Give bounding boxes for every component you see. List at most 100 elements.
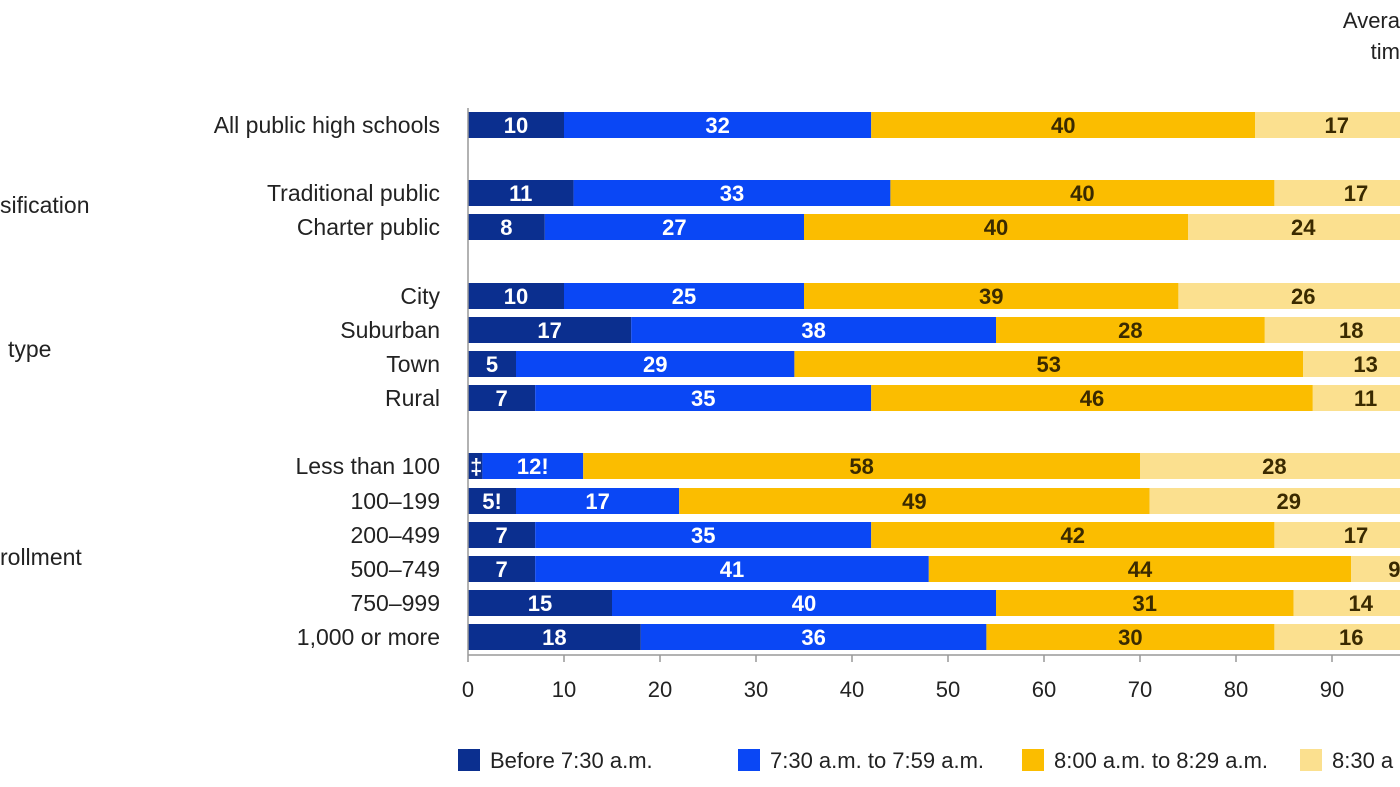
bar-segment bbox=[928, 556, 1352, 582]
group-label: rollment bbox=[0, 544, 82, 570]
bar-data-label: 41 bbox=[720, 557, 744, 582]
bar-segment bbox=[871, 522, 1275, 548]
category-label: All public high schools bbox=[214, 112, 440, 138]
bar-segment bbox=[482, 453, 584, 479]
bar-segment bbox=[1178, 283, 1400, 309]
bar-data-label: 40 bbox=[1051, 113, 1075, 138]
bar-segment bbox=[986, 624, 1275, 650]
x-tick-label: 50 bbox=[936, 677, 960, 702]
group-label: sification bbox=[0, 192, 89, 218]
bar-segment bbox=[640, 624, 987, 650]
bar-segment bbox=[871, 385, 1313, 411]
bar-data-label: 38 bbox=[801, 318, 825, 343]
bar-segment bbox=[1312, 385, 1400, 411]
bar-data-label: 36 bbox=[801, 625, 825, 650]
bar-data-label: 12! bbox=[517, 454, 549, 479]
bar-data-label: 8 bbox=[500, 215, 512, 240]
bar-segment bbox=[535, 522, 872, 548]
category-label: Traditional public bbox=[267, 180, 440, 206]
bar-data-label: 32 bbox=[705, 113, 729, 138]
legend-swatch bbox=[738, 749, 760, 771]
legend-label: 7:30 a.m. to 7:59 a.m. bbox=[770, 748, 984, 773]
category-label: Charter public bbox=[297, 214, 440, 240]
legend-label: 8:00 a.m. to 8:29 a.m. bbox=[1054, 748, 1268, 773]
bar-data-label: 35 bbox=[691, 523, 715, 548]
bar-data-label: 44 bbox=[1128, 557, 1153, 582]
bar-segment bbox=[794, 351, 1304, 377]
bar-segment bbox=[468, 351, 516, 377]
bar-data-label: 17 bbox=[537, 318, 561, 343]
bar-data-label: 35 bbox=[691, 386, 715, 411]
bar-segment bbox=[468, 522, 536, 548]
bar-segment bbox=[1274, 180, 1400, 206]
bar-segment bbox=[631, 317, 996, 343]
x-tick-label: 20 bbox=[648, 677, 672, 702]
bar-segment bbox=[804, 214, 1188, 240]
x-tick-label: 90 bbox=[1320, 677, 1344, 702]
bar-segment bbox=[564, 283, 804, 309]
category-label: 1,000 or more bbox=[297, 624, 440, 650]
category-label: Town bbox=[386, 351, 440, 377]
bar-segment bbox=[468, 488, 516, 514]
bar-segment bbox=[612, 590, 996, 616]
group-label: type bbox=[8, 336, 51, 362]
x-tick-label: 80 bbox=[1224, 677, 1248, 702]
bar-segment bbox=[535, 556, 929, 582]
bar-data-label: 49 bbox=[902, 489, 926, 514]
bar-data-label: 25 bbox=[672, 284, 696, 309]
bar-data-label: 46 bbox=[1080, 386, 1104, 411]
bar-segment bbox=[468, 283, 564, 309]
x-tick-label: 0 bbox=[462, 677, 474, 702]
x-tick-label: 70 bbox=[1128, 677, 1152, 702]
bar-segment bbox=[679, 488, 1150, 514]
bar-segment bbox=[468, 590, 612, 616]
bar-data-label: 7 bbox=[495, 557, 507, 582]
bar-data-label: 15 bbox=[528, 591, 552, 616]
category-label: 100–199 bbox=[350, 488, 440, 514]
bar-data-label: 29 bbox=[643, 352, 667, 377]
bar-segment bbox=[1274, 522, 1400, 548]
bar-segment bbox=[468, 317, 632, 343]
bar-segment bbox=[468, 385, 536, 411]
bar-data-label: 5 bbox=[486, 352, 498, 377]
bar-segment bbox=[1303, 351, 1400, 377]
bar-data-label: 17 bbox=[1344, 181, 1368, 206]
bar-data-label: 18 bbox=[1339, 318, 1363, 343]
bar-data-label: 11 bbox=[1354, 386, 1377, 411]
bar-data-label: 10 bbox=[504, 113, 528, 138]
bar-segment bbox=[1149, 488, 1400, 514]
bar-data-label: 30 bbox=[1118, 625, 1142, 650]
bar-segment bbox=[1274, 624, 1400, 650]
bar-data-label: 24 bbox=[1291, 215, 1316, 240]
x-tick-label: 60 bbox=[1032, 677, 1056, 702]
bar-segment bbox=[871, 112, 1256, 138]
bar-segment bbox=[516, 351, 795, 377]
bar-segment bbox=[468, 180, 574, 206]
x-tick-label: 10 bbox=[552, 677, 576, 702]
bar-data-label: 33 bbox=[720, 181, 744, 206]
bar-data-label: 28 bbox=[1118, 318, 1142, 343]
bar-segment bbox=[804, 283, 1179, 309]
bar-data-label: 28 bbox=[1262, 454, 1286, 479]
legend-label: 8:30 a bbox=[1332, 748, 1394, 773]
bar-data-label: 5! bbox=[482, 489, 502, 514]
bar-data-label: 14 bbox=[1349, 591, 1374, 616]
bar-data-label: 7 bbox=[495, 523, 507, 548]
bar-segment bbox=[468, 112, 564, 138]
bar-segment bbox=[996, 317, 1265, 343]
bar-data-label: 17 bbox=[585, 489, 609, 514]
bar-segment bbox=[468, 556, 536, 582]
bar-segment bbox=[890, 180, 1275, 206]
bar-data-label: 9 bbox=[1388, 557, 1400, 582]
bar-data-label: 40 bbox=[792, 591, 816, 616]
category-label: Less than 100 bbox=[295, 453, 440, 479]
legend-swatch bbox=[1022, 749, 1044, 771]
bar-data-label: 39 bbox=[979, 284, 1003, 309]
bar-data-label: 13 bbox=[1353, 352, 1377, 377]
bar-data-label: 17 bbox=[1325, 113, 1349, 138]
bar-segment bbox=[468, 214, 545, 240]
bar-data-label: 31 bbox=[1133, 591, 1157, 616]
bar-data-label: 7 bbox=[495, 386, 507, 411]
